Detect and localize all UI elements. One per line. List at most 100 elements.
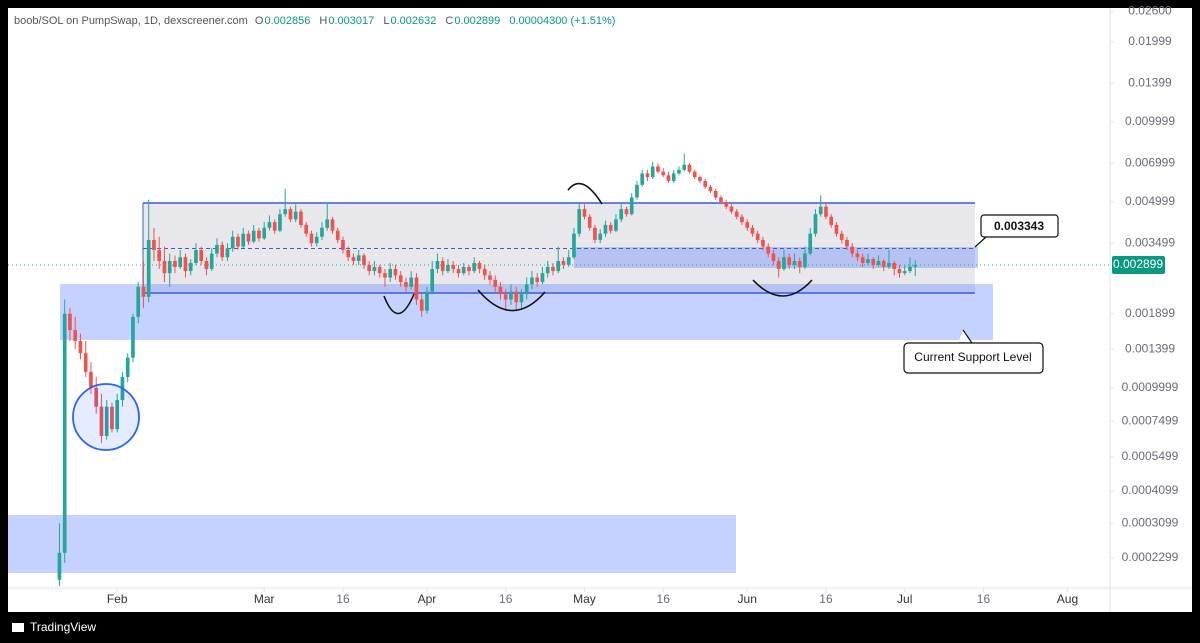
- candle-body: [451, 264, 456, 269]
- footer-brand: TradingView: [30, 620, 96, 634]
- candle-body: [225, 248, 230, 258]
- y-tick-label: 0.0005499: [1122, 449, 1179, 463]
- candle-body: [608, 224, 613, 231]
- x-tick-label: 16: [336, 592, 350, 606]
- candle-body: [703, 180, 708, 187]
- cup-arc: [477, 289, 546, 312]
- candle-body: [425, 291, 429, 311]
- candle-body: [293, 211, 298, 220]
- candle-body: [871, 259, 876, 265]
- cup-arc: [383, 293, 415, 315]
- candle-body: [577, 209, 582, 234]
- candle-body: [220, 244, 225, 258]
- candle-body: [272, 222, 277, 231]
- candle-body: [115, 400, 120, 430]
- candle-body: [787, 257, 792, 265]
- candle-body: [110, 406, 114, 430]
- candle-body: [488, 275, 492, 280]
- candle-body: [320, 227, 324, 237]
- candle-body: [792, 261, 797, 265]
- y-tick-label: 0.0002299: [1122, 550, 1179, 564]
- candle-body: [299, 211, 303, 225]
- candle-body: [734, 211, 739, 217]
- candle-body: [414, 277, 419, 300]
- candle-body: [372, 266, 377, 272]
- y-tick-label: 0.02600: [1128, 4, 1172, 18]
- candle-body: [671, 173, 676, 181]
- candle-body: [167, 261, 172, 274]
- candle-body: [598, 233, 603, 240]
- candle-body: [530, 277, 534, 285]
- candle-body: [593, 227, 597, 240]
- candle-body: [215, 244, 219, 254]
- candle-body: [356, 255, 361, 262]
- candle-body: [162, 261, 167, 274]
- candle-body: [729, 206, 734, 212]
- candle-body: [545, 266, 550, 274]
- candle-body: [230, 236, 235, 249]
- candle-body: [283, 209, 288, 215]
- candle-body: [839, 233, 844, 240]
- candle-body: [199, 249, 204, 262]
- y-tick-label: 0.0004099: [1122, 483, 1179, 497]
- candle-body: [650, 166, 655, 178]
- candle-body: [824, 206, 828, 217]
- candle-body: [829, 216, 834, 225]
- candle-body: [178, 257, 183, 267]
- candle-body: [624, 209, 629, 215]
- candle-body: [152, 239, 156, 250]
- candle-body: [209, 253, 214, 269]
- x-tick-label: Jul: [897, 592, 912, 606]
- candle-body: [173, 261, 177, 267]
- candle-body: [692, 171, 697, 178]
- candle-body: [104, 406, 109, 436]
- candle-body: [635, 184, 639, 198]
- x-tick-label: 16: [657, 592, 671, 606]
- candle-body: [514, 291, 519, 303]
- y-tick-label: 0.004999: [1125, 194, 1175, 208]
- candle-body: [656, 166, 660, 172]
- candle-body: [57, 552, 62, 580]
- c-label: C: [445, 15, 454, 27]
- candle-body: [246, 233, 251, 242]
- l-value: 0.002632: [390, 15, 437, 27]
- candle-body: [194, 249, 198, 263]
- candle-body: [603, 224, 608, 234]
- candle-body: [881, 261, 886, 267]
- candle-body: [708, 186, 713, 191]
- candle-body: [913, 264, 918, 267]
- candle-body: [572, 233, 576, 258]
- candle-body: [509, 291, 513, 300]
- y-tick-label: 0.0009999: [1122, 380, 1179, 394]
- candle-body: [236, 236, 240, 247]
- candle-body: [561, 261, 566, 265]
- candle-body: [719, 197, 723, 202]
- candle-body: [377, 266, 382, 274]
- levels: [8, 247, 1110, 266]
- x-tick-label: May: [573, 592, 596, 606]
- candle-body: [157, 249, 162, 262]
- y-tick-label: 0.006999: [1125, 155, 1175, 169]
- candle-body: [314, 236, 319, 244]
- candle-body: [724, 201, 729, 207]
- o-value: 0.002856: [264, 15, 311, 27]
- candle-body: [188, 262, 193, 272]
- candle-body: [677, 169, 681, 174]
- candle-body: [383, 273, 387, 278]
- candle-body: [335, 230, 340, 240]
- candle-body: [388, 268, 393, 278]
- drawings: [72, 182, 813, 451]
- candle-body: [398, 275, 403, 283]
- candle-body: [556, 261, 561, 272]
- candle-body: [78, 341, 83, 354]
- x-tick-label: Jun: [738, 592, 757, 606]
- candle-body: [68, 313, 72, 331]
- candle-body: [698, 177, 702, 181]
- candle-body: [535, 277, 540, 283]
- axes: 0.02600 0.01999 0.01399 0.009999 0.006999 0.0…: [107, 4, 1179, 606]
- candle-body: [866, 259, 870, 263]
- candle-body: [503, 294, 508, 300]
- candle-body: [666, 175, 671, 181]
- candle-body: [131, 316, 135, 358]
- candle-body: [367, 264, 372, 272]
